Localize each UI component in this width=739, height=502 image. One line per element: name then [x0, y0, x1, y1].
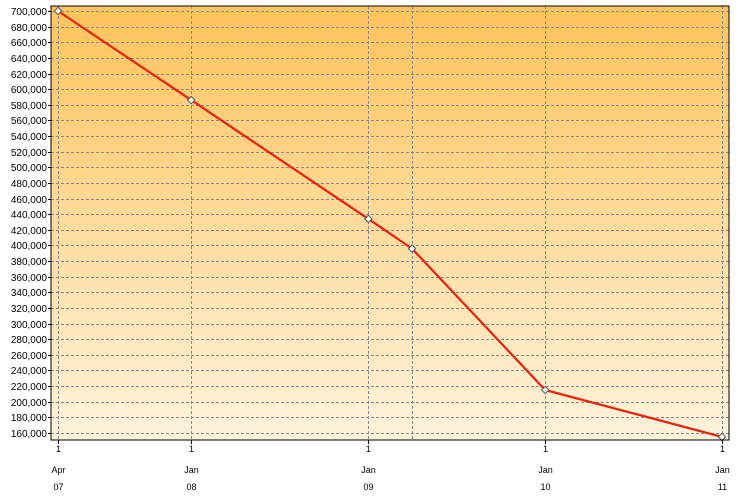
- y-tick-label: 340,000: [11, 288, 48, 299]
- x-tick-month: Jan: [538, 465, 553, 475]
- plot-background: [51, 6, 729, 440]
- x-tick-month: Jan: [715, 465, 730, 475]
- y-tick-label: 680,000: [11, 23, 48, 34]
- x-tick-day: 1: [366, 444, 371, 454]
- x-axis: 1 Apr 07 1 Jan 08 1 Jan 09 1 Jan 10 1 Jan 11: [51, 440, 730, 492]
- y-tick-label: 700,000: [11, 7, 48, 18]
- x-tick-day: 1: [56, 444, 61, 454]
- x-tick-day: 1: [189, 444, 194, 454]
- y-tick-label: 500,000: [11, 163, 48, 174]
- y-tick-label: 400,000: [11, 241, 48, 252]
- y-tick-label: 540,000: [11, 132, 48, 143]
- y-tick-label: 200,000: [11, 398, 48, 409]
- x-tick-year: 09: [363, 482, 373, 492]
- grid-lines: [51, 6, 729, 440]
- plot-frame: [50, 5, 730, 441]
- x-tick-month: Jan: [361, 465, 376, 475]
- x-tick-year: 08: [186, 482, 196, 492]
- y-tick-label: 360,000: [11, 273, 48, 284]
- y-tick-label: 440,000: [11, 210, 48, 221]
- y-tick-label: 580,000: [11, 101, 48, 112]
- y-tick-label: 480,000: [11, 179, 48, 190]
- y-tick-label: 160,000: [11, 429, 48, 440]
- y-tick-label: 240,000: [11, 366, 48, 377]
- x-tick-day: 1: [543, 444, 548, 454]
- y-tick-label: 640,000: [11, 54, 48, 65]
- y-tick-label: 380,000: [11, 257, 48, 268]
- series-line: [57, 10, 723, 438]
- y-tick-label: 620,000: [11, 70, 48, 81]
- y-tick-label: 460,000: [11, 195, 48, 206]
- x-tick-year: 11: [718, 482, 727, 492]
- x-tick-month: Apr: [51, 465, 65, 475]
- y-tick-label: 520,000: [11, 148, 48, 159]
- data-point-marker: [186, 95, 196, 105]
- y-tick-label: 280,000: [11, 335, 48, 346]
- x-tick-month: Jan: [184, 465, 199, 475]
- y-tick-label: 600,000: [11, 85, 48, 96]
- y-tick-label: 260,000: [11, 351, 48, 362]
- y-tick-label: 420,000: [11, 226, 48, 237]
- data-point-marker: [540, 385, 550, 395]
- y-tick-label: 660,000: [11, 38, 48, 49]
- y-tick-label: 180,000: [11, 413, 48, 424]
- x-tick-year: 10: [540, 482, 550, 492]
- data-point-marker: [407, 244, 417, 253]
- y-axis: 700,000 680,000 660,000 640,000 620,000 600,0…: [11, 7, 51, 440]
- x-tick-year: 07: [53, 482, 63, 492]
- y-tick-label: 300,000: [11, 320, 48, 331]
- x-tick-day: 1: [720, 444, 725, 454]
- y-tick-label: 220,000: [11, 382, 48, 393]
- data-point-marker: [53, 6, 63, 16]
- y-tick-label: 320,000: [11, 304, 48, 315]
- y-tick-label: 560,000: [11, 116, 48, 127]
- data-point-marker: [364, 214, 373, 224]
